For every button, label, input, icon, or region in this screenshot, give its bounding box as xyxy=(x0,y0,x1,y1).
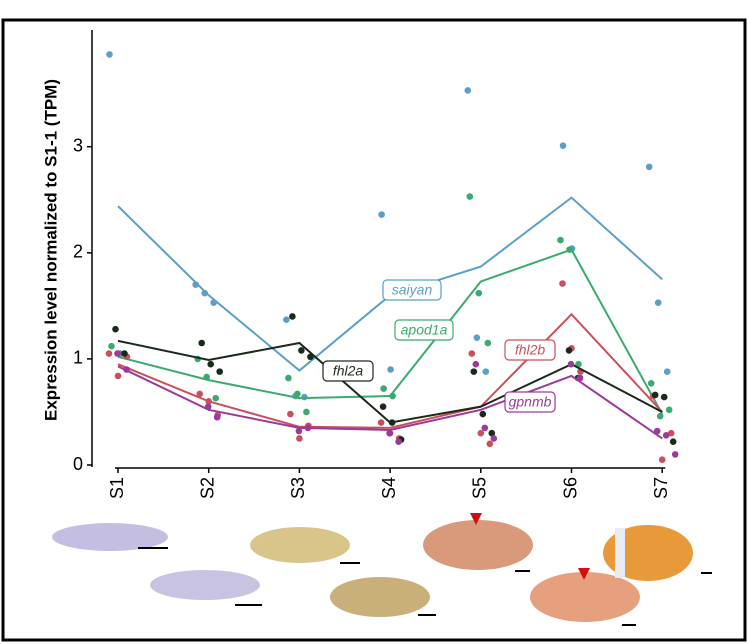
data-point xyxy=(664,368,671,375)
data-point xyxy=(212,395,219,402)
data-point xyxy=(652,392,659,399)
data-point xyxy=(474,334,481,341)
data-point xyxy=(210,299,217,306)
data-point xyxy=(657,413,664,420)
legend-label: fhl2b xyxy=(515,342,546,358)
data-point xyxy=(203,374,210,381)
data-point xyxy=(661,394,668,401)
data-point xyxy=(473,361,480,368)
x-tick-label: S3 xyxy=(288,477,308,499)
data-point xyxy=(296,428,303,435)
data-point xyxy=(106,51,113,58)
data-point xyxy=(121,350,128,357)
y-tick-label: 2 xyxy=(73,242,83,262)
data-point xyxy=(557,237,564,244)
data-point xyxy=(294,391,301,398)
data-point xyxy=(303,409,310,416)
legend-label: saiyan xyxy=(392,282,433,298)
data-point xyxy=(106,350,113,357)
data-point xyxy=(386,430,393,437)
data-point xyxy=(108,343,115,350)
data-point xyxy=(285,375,292,382)
y-tick-label: 0 xyxy=(73,454,83,474)
data-point xyxy=(487,440,494,447)
data-point xyxy=(123,366,130,373)
data-point xyxy=(482,425,489,432)
data-point xyxy=(380,403,387,410)
data-point xyxy=(465,87,472,94)
data-point xyxy=(566,246,573,253)
data-point xyxy=(115,373,122,380)
data-point xyxy=(566,347,573,354)
y-tick-label: 1 xyxy=(73,348,83,368)
data-point xyxy=(666,407,673,414)
data-point xyxy=(196,391,203,398)
data-point xyxy=(471,368,478,375)
data-point xyxy=(216,368,223,375)
y-tick-label: 3 xyxy=(73,135,83,155)
data-point xyxy=(387,366,394,373)
x-tick-label: S5 xyxy=(470,477,490,499)
data-point xyxy=(648,380,655,387)
legend-label: gpnmb xyxy=(509,394,552,410)
data-point xyxy=(289,313,296,320)
x-tick-label: S7 xyxy=(651,477,671,499)
data-point xyxy=(476,290,483,297)
data-point xyxy=(380,385,387,392)
fish-illustrations xyxy=(52,513,712,625)
data-point xyxy=(659,456,666,463)
data-point xyxy=(483,368,490,375)
data-point xyxy=(491,435,498,442)
data-point xyxy=(283,316,290,323)
data-point xyxy=(287,411,294,418)
data-point xyxy=(207,361,214,368)
legend-label: apod1a xyxy=(401,322,448,338)
x-tick-label: S1 xyxy=(107,477,127,499)
data-point xyxy=(485,340,492,347)
data-point xyxy=(568,361,575,368)
data-point xyxy=(478,430,485,437)
data-point xyxy=(298,347,305,354)
x-tick-label: S4 xyxy=(379,477,399,499)
data-point xyxy=(389,393,396,400)
data-point xyxy=(378,211,385,218)
data-point xyxy=(114,350,121,357)
data-point xyxy=(378,419,385,426)
data-point xyxy=(655,299,662,306)
data-point xyxy=(112,326,119,333)
data-point xyxy=(560,142,567,149)
x-tick-label: S2 xyxy=(197,477,217,499)
data-point xyxy=(305,425,312,432)
data-point xyxy=(559,280,566,287)
data-point xyxy=(296,435,303,442)
data-point xyxy=(192,281,199,288)
data-point xyxy=(469,350,476,357)
data-point xyxy=(307,353,314,360)
data-point xyxy=(214,414,221,421)
series-line xyxy=(118,250,662,414)
data-point xyxy=(646,164,653,171)
data-point xyxy=(201,290,208,297)
data-point xyxy=(654,428,661,435)
data-point xyxy=(205,403,212,410)
legend-label: fhl2a xyxy=(333,363,364,379)
data-point xyxy=(389,419,396,426)
y-axis-title: Expression level normalized to S1-1 (TPM… xyxy=(41,79,60,421)
data-point xyxy=(480,411,487,418)
data-point xyxy=(577,375,584,382)
data-point xyxy=(663,432,670,439)
data-point xyxy=(198,340,205,347)
chart: Expression level normalized to S1-1 (TPM… xyxy=(0,0,749,644)
data-point xyxy=(467,193,474,200)
data-point xyxy=(670,438,677,445)
x-tick-label: S6 xyxy=(560,477,580,499)
data-point xyxy=(672,451,679,458)
data-point xyxy=(395,438,402,445)
